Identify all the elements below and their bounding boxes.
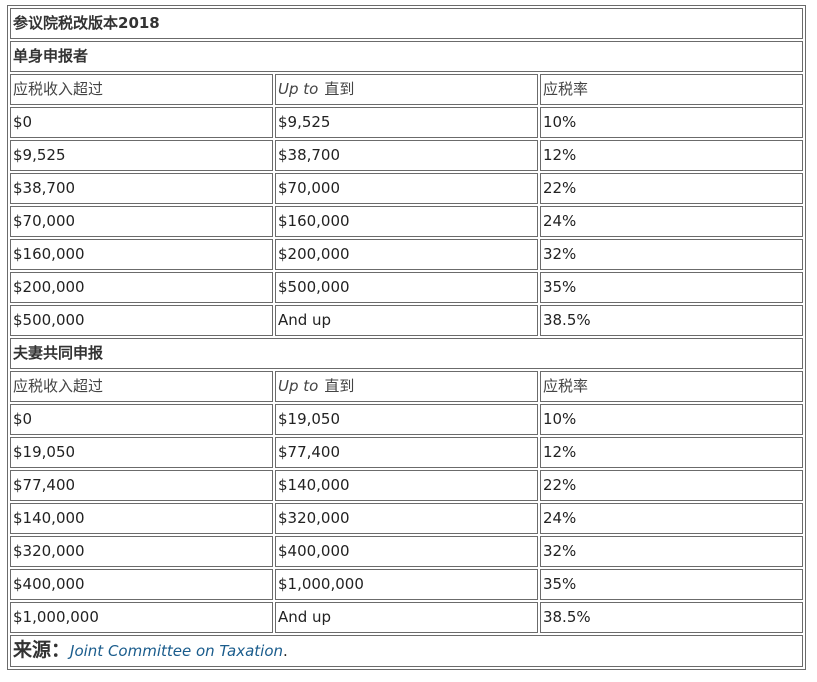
cell-rate: 10%: [539, 107, 803, 138]
table-row: $77,400 $140,000 22%: [10, 470, 803, 501]
header-over: 应税收入超过: [10, 74, 273, 105]
source-link[interactable]: Joint Committee on Taxation: [70, 642, 284, 660]
section-row-joint: 夫妻共同申报: [10, 338, 803, 369]
cell-rate: 22%: [539, 470, 803, 501]
cell-over: $70,000: [10, 206, 273, 237]
cell-upto: $38,700: [274, 140, 538, 171]
cell-over: $400,000: [10, 569, 273, 600]
cell-rate: 38.5%: [539, 305, 803, 336]
section-label-single: 单身申报者: [10, 41, 803, 72]
source-suffix: .: [283, 642, 288, 660]
table-row: $0 $19,050 10%: [10, 404, 803, 435]
cell-over: $200,000: [10, 272, 273, 303]
title-row: 参议院税改版本2018: [10, 8, 803, 39]
cell-over: $0: [10, 404, 273, 435]
cell-rate: 24%: [539, 503, 803, 534]
cell-over: $0: [10, 107, 273, 138]
cell-over: $500,000: [10, 305, 273, 336]
header-over: 应税收入超过: [10, 371, 273, 402]
cell-over: $38,700: [10, 173, 273, 204]
source-row: 来源：Joint Committee on Taxation.: [10, 635, 803, 667]
header-upto: Up to 直到: [274, 371, 538, 402]
cell-upto: $1,000,000: [274, 569, 538, 600]
cell-rate: 35%: [539, 272, 803, 303]
cell-rate: 32%: [539, 239, 803, 270]
source-cell: 来源：Joint Committee on Taxation.: [10, 635, 803, 667]
cell-rate: 35%: [539, 569, 803, 600]
header-upto-en: Up to: [277, 80, 319, 98]
cell-upto: $200,000: [274, 239, 538, 270]
cell-rate: 12%: [539, 140, 803, 171]
cell-upto: $19,050: [274, 404, 538, 435]
cell-upto: $400,000: [274, 536, 538, 567]
cell-rate: 24%: [539, 206, 803, 237]
header-row-joint: 应税收入超过 Up to 直到 应税率: [10, 371, 803, 402]
header-rate: 应税率: [539, 371, 803, 402]
cell-over: $320,000: [10, 536, 273, 567]
cell-rate: 38.5%: [539, 602, 803, 633]
header-upto-cn: 直到: [324, 80, 355, 98]
cell-upto: $77,400: [274, 437, 538, 468]
table-row: $0 $9,525 10%: [10, 107, 803, 138]
table-row: $140,000 $320,000 24%: [10, 503, 803, 534]
cell-upto: $160,000: [274, 206, 538, 237]
cell-upto: $500,000: [274, 272, 538, 303]
cell-rate: 12%: [539, 437, 803, 468]
table-row: $1,000,000 And up 38.5%: [10, 602, 803, 633]
section-row-single: 单身申报者: [10, 41, 803, 72]
cell-rate: 10%: [539, 404, 803, 435]
cell-over: $160,000: [10, 239, 273, 270]
source-label: 来源：: [13, 639, 71, 661]
header-upto: Up to 直到: [274, 74, 538, 105]
cell-over: $9,525: [10, 140, 273, 171]
section-label-joint: 夫妻共同申报: [10, 338, 803, 369]
table-row: $320,000 $400,000 32%: [10, 536, 803, 567]
table-row: $200,000 $500,000 35%: [10, 272, 803, 303]
table-row: $500,000 And up 38.5%: [10, 305, 803, 336]
cell-upto: $9,525: [274, 107, 538, 138]
cell-upto: And up: [274, 305, 538, 336]
tax-table-container: 参议院税改版本2018 单身申报者 应税收入超过 Up to 直到 应税率 $0 $…: [7, 5, 806, 670]
table-row: $160,000 $200,000 32%: [10, 239, 803, 270]
table-row: $19,050 $77,400 12%: [10, 437, 803, 468]
cell-rate: 32%: [539, 536, 803, 567]
tax-bracket-table: 参议院税改版本2018 单身申报者 应税收入超过 Up to 直到 应税率 $0 $…: [7, 5, 806, 670]
cell-over: $1,000,000: [10, 602, 273, 633]
table-row: $9,525 $38,700 12%: [10, 140, 803, 171]
cell-upto: $320,000: [274, 503, 538, 534]
cell-upto: $140,000: [274, 470, 538, 501]
table-row: $70,000 $160,000 24%: [10, 206, 803, 237]
cell-over: $19,050: [10, 437, 273, 468]
table-row: $38,700 $70,000 22%: [10, 173, 803, 204]
cell-over: $140,000: [10, 503, 273, 534]
table-row: $400,000 $1,000,000 35%: [10, 569, 803, 600]
header-row-single: 应税收入超过 Up to 直到 应税率: [10, 74, 803, 105]
header-rate: 应税率: [539, 74, 803, 105]
header-upto-cn: 直到: [324, 377, 355, 395]
cell-rate: 22%: [539, 173, 803, 204]
header-upto-en: Up to: [277, 377, 319, 395]
table-title: 参议院税改版本2018: [10, 8, 803, 39]
cell-upto: And up: [274, 602, 538, 633]
cell-over: $77,400: [10, 470, 273, 501]
cell-upto: $70,000: [274, 173, 538, 204]
